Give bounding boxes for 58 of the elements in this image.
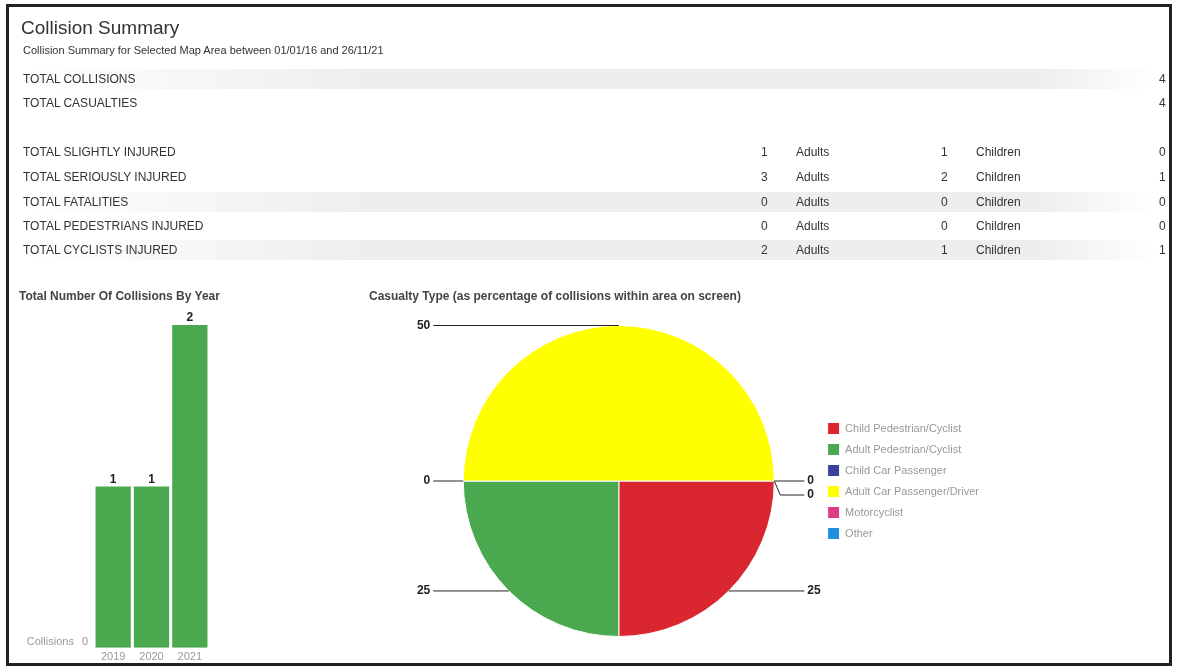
x-tick-label: 2020 (139, 650, 164, 663)
category-label: Children (976, 243, 1021, 257)
data-label: 25 (416, 583, 431, 598)
text: Collision Summary for Selected Map Area between 01/01/16 and 26/11/21 (23, 44, 384, 56)
legend-label: Other (845, 526, 873, 539)
category-label: Adults (796, 243, 830, 257)
text: 0 (761, 219, 768, 233)
text: 1 (941, 243, 948, 257)
category-label: TOTAL PEDESTRIANS INJURED (23, 219, 204, 233)
data-label: 50 (416, 317, 431, 332)
chart-title: Casualty Type (as percentage of collisions within area on screen) (369, 289, 741, 303)
text: 0 (941, 195, 948, 209)
text: 0 (761, 195, 768, 209)
category-label: Children (976, 170, 1021, 184)
category-label: TOTAL FATALITIES (23, 195, 129, 209)
text: 0 (807, 487, 814, 502)
data-label: 2 (186, 310, 194, 325)
y-axis-title: Collisions (26, 634, 75, 647)
x-tick-label: 2019 (100, 650, 126, 663)
text: 0 (941, 219, 948, 233)
legend-label: Child Car Passenger (845, 463, 947, 476)
text: 1 (761, 145, 768, 159)
text: 0 (807, 473, 814, 488)
category-label: TOTAL SLIGHTLY INJURED (23, 145, 176, 159)
text: 1 (1159, 243, 1166, 257)
legend-label: Motorcyclist (845, 505, 904, 518)
text: 4 (1159, 72, 1166, 86)
data-label: 25 (807, 583, 821, 598)
text: 4 (1159, 96, 1166, 110)
category-label: Adults (796, 219, 830, 233)
category-label: TOTAL COLLISIONS (23, 72, 136, 86)
legend-label: Adult Car Passenger/Driver (845, 484, 980, 497)
category-label: Adults (796, 145, 830, 159)
text: 0 (423, 473, 431, 488)
category-label: TOTAL CASUALTIES (23, 96, 138, 110)
category-label: Children (976, 219, 1021, 233)
legend-label: Adult Pedestrian/Cyclist (845, 442, 962, 455)
text: Collision Summary (21, 17, 180, 39)
category-label: Children (976, 195, 1021, 209)
text: 1 (941, 145, 948, 159)
text: 0 (1159, 195, 1166, 209)
category-label: Adults (796, 195, 830, 209)
text: 1 (1159, 170, 1166, 184)
x-tick-label: 2021 (177, 650, 203, 663)
data-label: 1 (148, 471, 156, 486)
category-label: Children (976, 145, 1021, 159)
text: 0 (1159, 219, 1166, 233)
category-label: TOTAL SERIOUSLY INJURED (23, 170, 187, 184)
text: 2 (761, 243, 768, 257)
legend-label: Child Pedestrian/Cyclist (845, 421, 962, 434)
text: 0 (1159, 145, 1166, 159)
category-label: Adults (796, 170, 830, 184)
text: 0 (81, 634, 88, 647)
text: 2 (941, 170, 948, 184)
chart-title: Total Number Of Collisions By Year (19, 289, 220, 303)
text: 3 (761, 170, 768, 184)
data-label: 1 (109, 471, 117, 486)
category-label: TOTAL CYCLISTS INJURED (23, 243, 178, 257)
